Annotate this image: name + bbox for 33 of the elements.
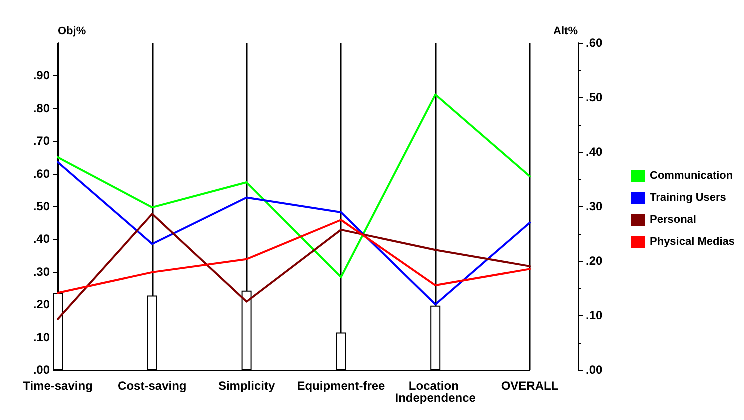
y-tick-label: .00	[33, 363, 50, 377]
x-tick-label: OVERALL	[501, 379, 559, 393]
y2-axis-title: Alt%	[554, 26, 578, 38]
x-tick-label: Location Independence	[395, 379, 476, 405]
y-tick-label: .70	[33, 134, 50, 148]
y-tick-label: .80	[33, 101, 50, 116]
y2-tick-label: .30	[586, 200, 604, 214]
y2-tick-label: .00	[586, 363, 604, 377]
y-tick-label: .90	[33, 68, 50, 83]
y-tick-label: .30	[33, 264, 50, 279]
y-tick-label: .20	[33, 298, 50, 312]
y-axis-title: Obj%	[58, 26, 86, 38]
legend-label: Personal	[650, 214, 696, 226]
y-tick-label: .40	[33, 232, 50, 246]
x-tick-label: Equipment-free	[297, 379, 386, 393]
x-tick-label: Simplicity	[218, 379, 276, 393]
y-tick-label: .50	[33, 200, 50, 214]
legend-label: Communication	[650, 170, 734, 182]
line-series	[57, 161, 531, 306]
legend-label: Training Users	[650, 192, 726, 204]
line-series	[57, 94, 531, 278]
y2-tick-label: .40	[586, 145, 604, 159]
line-series	[57, 213, 531, 320]
y2-tick-label: .60	[586, 36, 604, 50]
y2-tick-label: .20	[586, 254, 604, 268]
legend-label: Physical Medias	[650, 236, 736, 248]
line-series	[57, 219, 531, 294]
y2-tick-label: .10	[586, 308, 604, 322]
x-tick-label: Time-saving	[23, 379, 93, 393]
y-tick-label: .10	[33, 330, 50, 344]
y2-tick-label: .50	[586, 90, 604, 104]
x-tick-label: Cost-saving	[118, 379, 187, 393]
y-tick-label: .60	[33, 166, 50, 181]
